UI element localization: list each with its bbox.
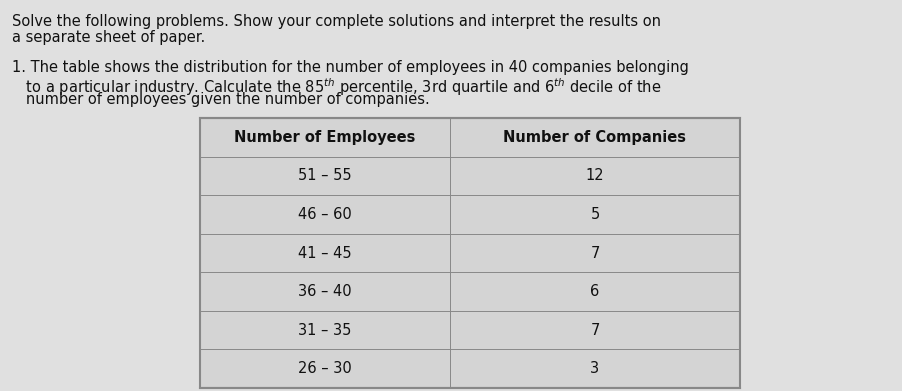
- Text: 51 – 55: 51 – 55: [298, 169, 352, 183]
- Text: 12: 12: [585, 169, 603, 183]
- Text: 26 – 30: 26 – 30: [298, 361, 352, 376]
- Text: number of employees given the number of companies.: number of employees given the number of …: [12, 92, 429, 107]
- Bar: [199, 118, 739, 388]
- Text: a separate sheet of paper.: a separate sheet of paper.: [12, 30, 205, 45]
- Text: 3: 3: [590, 361, 599, 376]
- Text: 46 – 60: 46 – 60: [298, 207, 352, 222]
- Text: Number of Employees: Number of Employees: [234, 130, 415, 145]
- Text: 6: 6: [590, 284, 599, 299]
- Text: 41 – 45: 41 – 45: [298, 246, 352, 260]
- Text: to a particular industry. Calculate the 85$^{th}$ percentile, 3rd quartile and 6: to a particular industry. Calculate the …: [12, 76, 661, 98]
- Text: 5: 5: [590, 207, 599, 222]
- Text: Number of Companies: Number of Companies: [503, 130, 686, 145]
- Text: 7: 7: [590, 323, 599, 338]
- Text: Solve the following problems. Show your complete solutions and interpret the res: Solve the following problems. Show your …: [12, 14, 660, 29]
- Text: 1. The table shows the distribution for the number of employees in 40 companies : 1. The table shows the distribution for …: [12, 60, 688, 75]
- Text: 7: 7: [590, 246, 599, 260]
- Text: 31 – 35: 31 – 35: [298, 323, 351, 338]
- Text: 36 – 40: 36 – 40: [298, 284, 352, 299]
